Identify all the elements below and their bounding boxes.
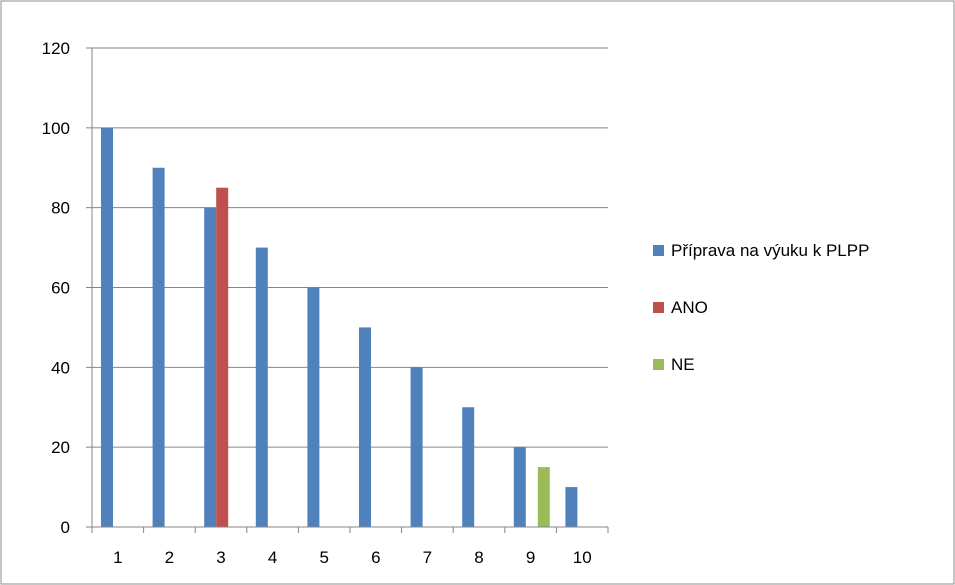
bar-priprava-9 (513, 447, 526, 527)
x-tick-label: 7 (423, 548, 432, 567)
y-tick-label: 120 (42, 39, 70, 58)
x-tick-label: 6 (371, 548, 380, 567)
legend-label: NE (671, 355, 695, 374)
bar-priprava-8 (462, 407, 475, 527)
legend: Příprava na výuku k PLPP ANO NE (653, 241, 869, 374)
x-tick-label: 3 (216, 548, 225, 567)
x-tick-label: 5 (319, 548, 328, 567)
bar-priprava-3 (204, 207, 217, 527)
bars (101, 127, 578, 528)
bar-ano-3 (216, 187, 229, 528)
x-tick-label: 9 (526, 548, 535, 567)
bar-priprava-2 (152, 167, 165, 527)
legend-swatch (653, 245, 664, 256)
bar-ne-9 (537, 467, 550, 527)
y-tick-label: 0 (61, 518, 70, 537)
bar-priprava-10 (565, 487, 578, 527)
legend-swatch (653, 302, 664, 313)
bar-priprava-4 (255, 247, 268, 528)
legend-label: Příprava na výuku k PLPP (671, 241, 869, 260)
legend-swatch (653, 359, 664, 370)
legend-label: ANO (671, 298, 708, 317)
x-tick-label: 1 (113, 548, 122, 567)
y-tick-label: 80 (51, 199, 70, 218)
bar-priprava-1 (101, 127, 113, 527)
x-tick-label: 4 (268, 548, 277, 567)
x-tick-label: 2 (165, 548, 174, 567)
y-tick-label: 40 (51, 358, 70, 377)
y-tick-label: 20 (51, 438, 70, 457)
y-tick-label: 100 (42, 119, 70, 138)
x-tick-label: 8 (474, 548, 483, 567)
tick-labels: 0 20 40 60 80 100 120 1 2 3 4 5 6 7 8 9 10 (42, 39, 592, 567)
y-tick-label: 60 (51, 279, 70, 298)
axes (86, 47, 609, 533)
bar-priprava-5 (307, 287, 320, 527)
bar-priprava-7 (410, 367, 423, 527)
x-tick-label: 10 (573, 548, 592, 567)
bar-priprava-6 (359, 327, 371, 527)
